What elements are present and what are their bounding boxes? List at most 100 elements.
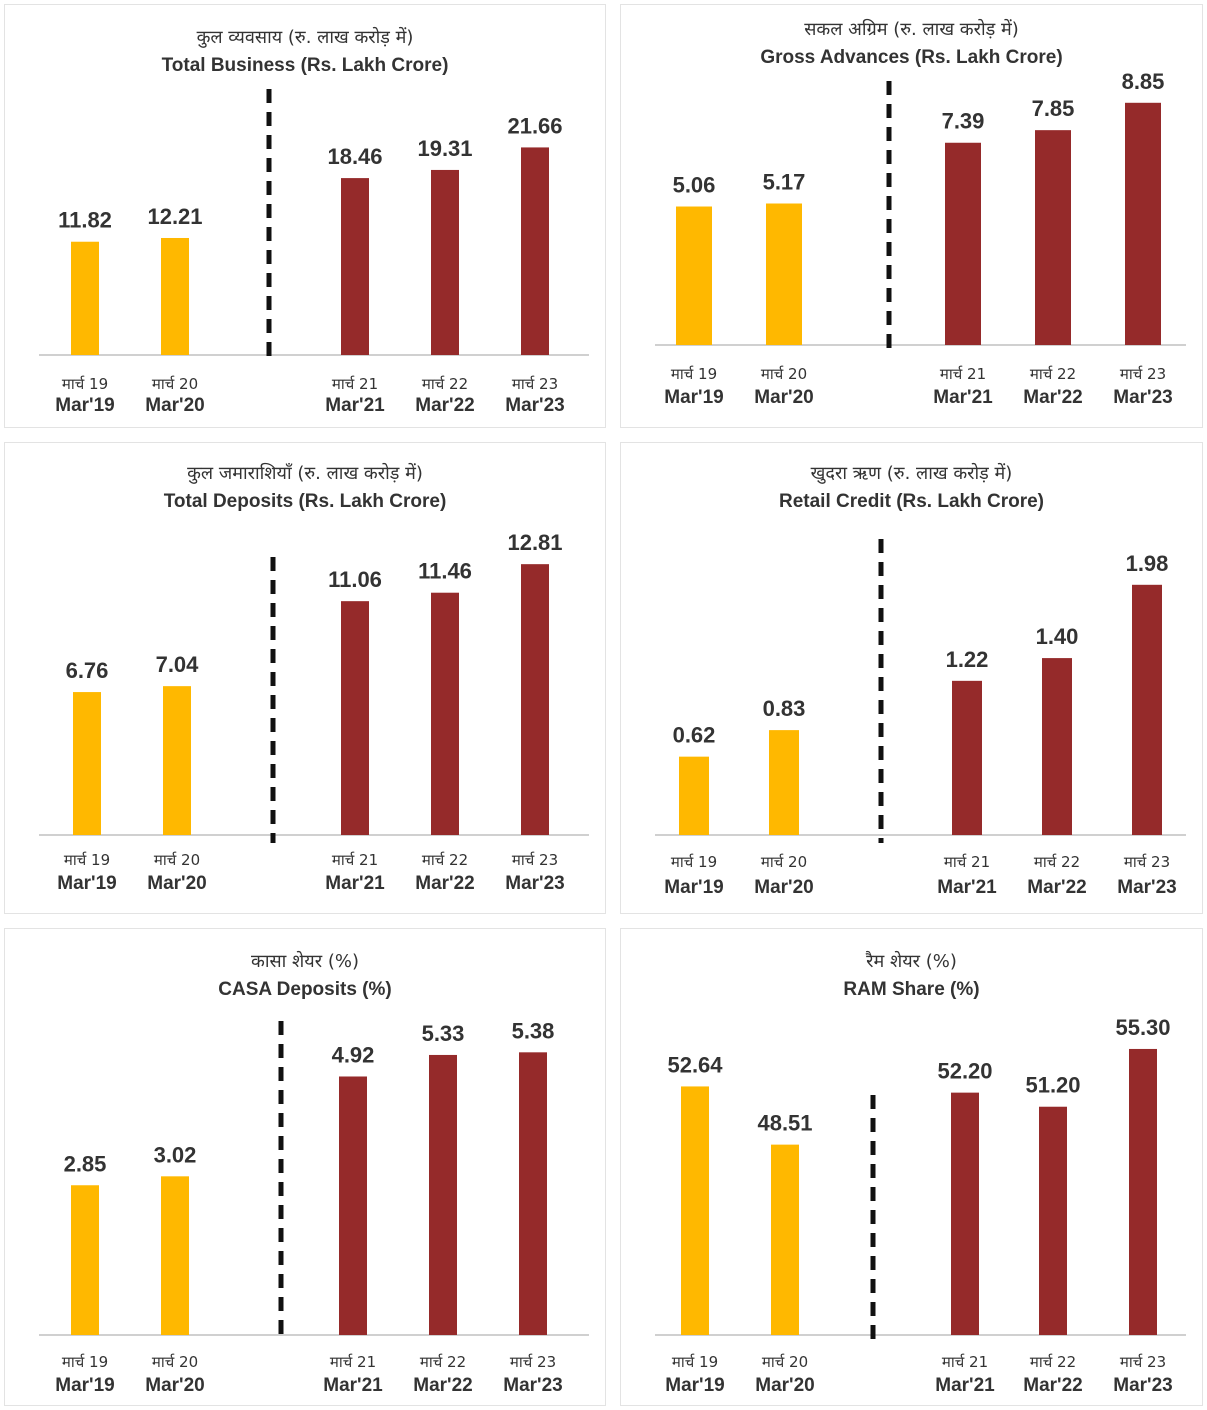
x-tick-label: Mar'22 [415,395,474,416]
bar-mar22 [1039,1106,1067,1335]
bar-mar22 [431,169,459,355]
chart-svg: कासा शेयर (%) CASA Deposits (%) 2.85 मार्च … [39,950,589,1396]
x-tick-label: Mar'20 [755,1375,814,1396]
x-tick-label-hindi: मार्च 21 [944,853,990,871]
bar-mar20 [161,237,189,355]
data-label: 18.46 [327,144,382,169]
x-tick-label: Mar'23 [1113,387,1172,408]
x-tick-label: Mar'19 [55,395,114,416]
bar-mar22 [1035,130,1071,345]
data-label: 8.85 [1122,69,1165,94]
bar-mar23 [1132,584,1162,835]
data-label: 7.04 [156,652,200,677]
bar-mar19 [676,206,712,345]
data-label: 51.20 [1025,1073,1080,1098]
x-tick-label: Mar'21 [325,395,385,416]
data-label: 7.85 [1032,96,1075,121]
bar-mar19 [73,692,101,835]
x-tick-label-hindi: मार्च 19 [62,1353,108,1371]
bar-mar23 [521,147,549,355]
x-tick-label-hindi: मार्च 23 [1124,853,1170,871]
chart-title-hindi: कासा शेयर (%) [251,950,359,972]
x-tick-label-hindi: मार्च 23 [512,851,558,869]
data-label: 2.85 [64,1151,107,1176]
data-label: 1.22 [946,647,989,672]
bar-mar23 [519,1052,547,1335]
x-tick-label: Mar'22 [413,1375,472,1396]
bar-mar21 [339,1076,367,1335]
chart-title-english: Total Deposits (Rs. Lakh Crore) [164,491,447,512]
data-label: 11.82 [58,208,112,233]
x-tick-label-hindi: मार्च 21 [940,365,986,383]
x-tick-label-hindi: मार्च 19 [672,1353,718,1371]
data-label: 11.46 [418,559,472,584]
x-tick-label-hindi: मार्च 20 [762,1353,808,1371]
x-tick-label: Mar'23 [1113,1375,1172,1396]
data-label: 12.81 [507,530,562,555]
bar-mar20 [771,1144,799,1335]
data-label: 6.76 [66,658,109,683]
bar-mar22 [429,1054,457,1335]
x-tick-label: Mar'22 [1023,387,1082,408]
chart-panel-total-business: कुल व्यवसाय (रु. लाख करोड़ में) Total Bus… [4,4,606,428]
x-tick-label-hindi: मार्च 22 [422,375,468,393]
x-tick-label-hindi: मार्च 23 [510,1353,556,1371]
bar-mar21 [945,142,981,345]
bar-mar23 [521,564,549,835]
x-tick-label: Mar'20 [145,1375,204,1396]
x-tick-label: Mar'21 [325,873,385,894]
chart-title-hindi: खुदरा ऋण (रु. लाख करोड़ में) [811,462,1013,484]
x-tick-label-hindi: मार्च 22 [1030,365,1076,383]
x-tick-label-hindi: मार्च 22 [422,851,468,869]
x-tick-label-hindi: मार्च 19 [671,853,717,871]
bar-mar20 [769,730,799,835]
chart-title-hindi: कुल जमाराशियाँ (रु. लाख करोड़ में) [187,462,423,484]
x-tick-label-hindi: मार्च 21 [330,1353,376,1371]
bar-mar22 [1042,658,1072,835]
data-label: 4.92 [332,1042,375,1067]
data-label: 3.02 [154,1142,197,1167]
data-label: 7.39 [942,109,985,134]
bar-mar21 [341,601,369,835]
x-tick-label-hindi: मार्च 19 [671,365,717,383]
bar-mar20 [766,203,802,345]
x-tick-label-hindi: मार्च 23 [1120,1353,1166,1371]
chart-title-hindi: कुल व्यवसाय (रु. लाख करोड़ में) [197,26,414,48]
bar-mar21 [951,1092,979,1335]
bar-mar22 [431,592,459,835]
data-label: 5.06 [673,173,716,198]
bar-mar23 [1125,102,1161,345]
chart-panel-casa-deposits: कासा शेयर (%) CASA Deposits (%) 2.85 मार्च … [4,928,606,1406]
x-tick-label-hindi: मार्च 19 [64,851,110,869]
bar-mar19 [71,1185,99,1335]
chart-panel-ram-share: रैम शेयर (%) RAM Share (%) 52.64 मार्च 19 Ma… [620,928,1203,1406]
x-tick-label-hindi: मार्च 20 [152,1353,198,1371]
chart-panel-gross-advances: सकल अग्रिम (रु. लाख करोड़ में) Gross Adva… [620,4,1203,428]
x-tick-label-hindi: मार्च 23 [512,375,558,393]
x-tick-label-hindi: मार्च 22 [420,1353,466,1371]
chart-svg: रैम शेयर (%) RAM Share (%) 52.64 मार्च 19 Ma… [655,950,1186,1396]
x-tick-label-hindi: मार्च 22 [1034,853,1080,871]
chart-title-english: Total Business (Rs. Lakh Crore) [162,55,449,76]
x-tick-label: Mar'23 [505,395,564,416]
chart-panel-retail-credit: खुदरा ऋण (रु. लाख करोड़ में) Retail Credi… [620,442,1203,914]
x-tick-label: Mar'20 [754,387,813,408]
data-label: 0.62 [673,723,716,748]
x-tick-label-hindi: मार्च 20 [154,851,200,869]
x-tick-label-hindi: मार्च 21 [942,1353,988,1371]
bar-mar19 [679,756,709,835]
x-tick-label-hindi: मार्च 20 [761,365,807,383]
x-tick-label: Mar'20 [147,873,206,894]
bar-mar20 [161,1176,189,1335]
x-tick-label-hindi: मार्च 19 [62,375,108,393]
bar-mar19 [681,1086,709,1335]
x-tick-label: Mar'21 [933,387,993,408]
x-tick-label: Mar'20 [145,395,204,416]
x-tick-label: Mar'21 [937,877,997,898]
data-label: 1.40 [1036,624,1079,649]
data-label: 5.38 [512,1018,555,1043]
x-tick-label-hindi: मार्च 21 [332,375,378,393]
x-tick-label: Mar'19 [665,1375,724,1396]
x-tick-label: Mar'22 [415,873,474,894]
bar-mar21 [341,178,369,355]
